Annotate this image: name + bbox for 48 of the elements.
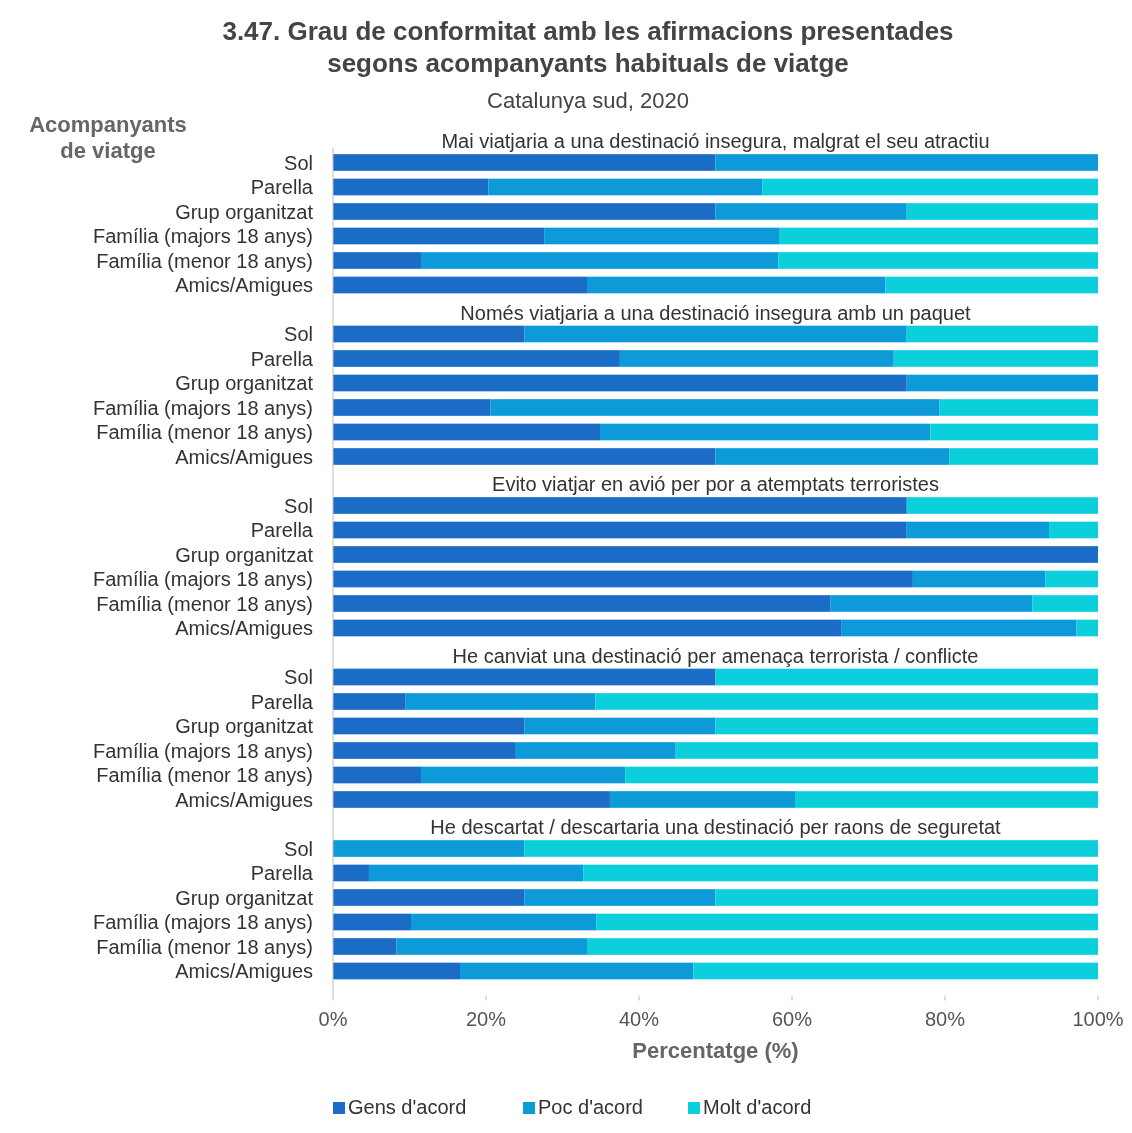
x-axis-title: Percentatge (%) [632,1037,799,1063]
y-tick-label: Amics/Amigues [175,274,313,296]
y-tick-label: Grup organitzat [175,715,314,737]
annotation: He descartat / descartaria una destinació per raons de seguretat [430,816,1002,838]
y-tick-label: Amics/Amigues [175,788,313,811]
y-tick-label: Sol [284,494,313,517]
y-tick-label: Grup organitzat [175,200,314,223]
x-tick-label: 100% [1072,1007,1124,1030]
y-tick-label: Grup organitzat [175,372,314,394]
chart-subtitle: Catalunya sud, 2020 [487,88,689,113]
y-tick-label: Grup organitzat [175,543,314,566]
y-tick-label: Sol [284,666,313,688]
chart-title: 3.47. Grau de conformitat amb les afirmacions presentades segons acompanyants habituals de viatge [222,16,954,78]
y-tick-label: Família (majors 18 anys) [92,225,313,247]
y-tick-label: Família (majors 18 anys) [92,396,313,419]
annotation: Mai viatjaria a una destinació insegura, malgrat el seu atractiu [441,130,990,152]
annotation: Només viatjaria a una destinació insegura amb un paquet [460,301,972,324]
y-tick-label: Sol [284,837,313,860]
y-tick-label: Grup organitzat [175,886,314,909]
x-tick-label: 20% [465,1007,507,1030]
y-axis-title: Acompanyants de viatge [29,112,187,163]
x-tick-label: 0% [318,1007,348,1030]
annotation: Evito viatjar en avió per por a atemptats terroristes [492,473,939,495]
y-tick-label: Amics/Amigues [175,617,313,639]
y-tick-label: Amics/Amigues [175,960,313,982]
y-tick-label: Família (menor 18 anys) [96,249,313,272]
y-tick-label: Família (menor 18 anys) [96,764,313,786]
x-tick-label: 60% [771,1007,813,1030]
legend-label: Molt d'acord [703,1096,812,1118]
y-tick-label: Família (menor 18 anys) [96,592,313,615]
y-tick-label: Parella [250,176,314,198]
y-tick-label: Família (majors 18 anys) [92,911,313,933]
legend-label: Poc d'acord [538,1096,643,1118]
y-tick-label: Parella [250,347,314,370]
y-tick-label: Parella [250,519,314,541]
y-tick-label: Amics/Amigues [175,445,313,468]
y-tick-label: Família (menor 18 anys) [96,421,313,443]
x-tick-label: 40% [618,1007,660,1030]
y-tick-label: Sol [284,323,313,345]
y-tick-label: Família (majors 18 anys) [92,568,313,590]
y-tick-label: Sol [284,151,313,174]
annotation: He canviat una destinació per amenaça terrorista / conflicte [452,644,979,667]
y-tick-label: Parella [250,862,314,884]
y-tick-label: Parella [250,690,314,713]
x-tick-label: 80% [924,1007,966,1030]
legend-label: Gens d'acord [348,1096,467,1118]
y-tick-label: Família (majors 18 anys) [92,739,313,762]
y-tick-label: Família (menor 18 anys) [96,935,313,958]
